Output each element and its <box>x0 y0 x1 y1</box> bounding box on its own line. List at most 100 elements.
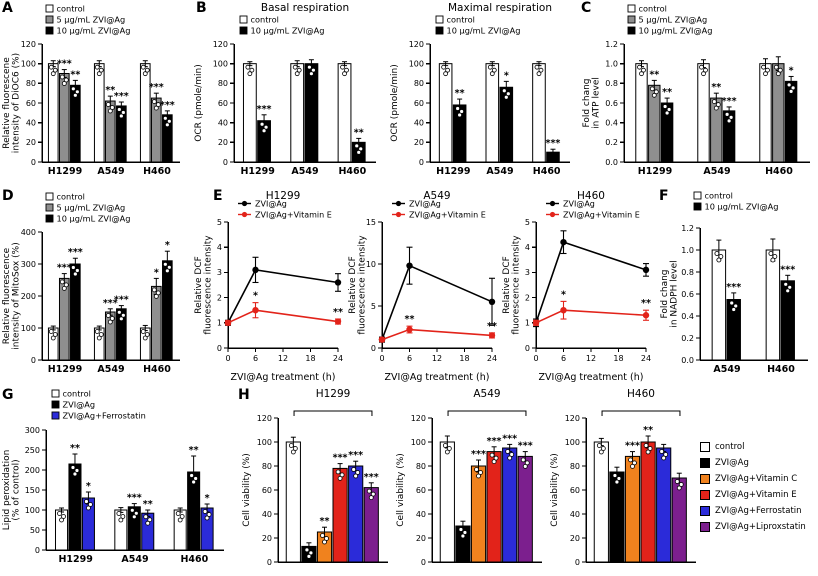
svg-text:fluorescence intensity: fluorescence intensity <box>204 235 214 335</box>
svg-text:0.2: 0.2 <box>605 138 618 147</box>
svg-text:control: control <box>447 15 475 25</box>
svg-text:(% of control): (% of control) <box>12 459 22 520</box>
legend-item-ferrostatin: ZVI@Ag+Ferrostatin <box>700 506 818 516</box>
svg-text:ZVI@Ag: ZVI@Ag <box>255 200 287 209</box>
chart-mitosox-fluorescence: 0 100 200 300 400 Relative fluorescence intens… <box>0 188 186 384</box>
svg-text:20: 20 <box>416 534 426 543</box>
svg-text:**: ** <box>189 445 199 456</box>
svg-text:***: *** <box>114 91 129 102</box>
svg-text:***: *** <box>487 436 502 447</box>
svg-text:ZVI@Ag+Vitamin E: ZVI@Ag+Vitamin E <box>409 211 486 220</box>
svg-text:*: * <box>504 70 509 81</box>
svg-text:A549: A549 <box>703 166 730 177</box>
svg-text:H1299: H1299 <box>436 166 470 177</box>
legend-item-zviag: ZVI@Ag <box>700 458 818 468</box>
svg-text:ZVI@Ag: ZVI@Ag <box>63 400 96 410</box>
svg-text:*: * <box>205 493 210 504</box>
svg-text:3: 3 <box>525 268 530 277</box>
svg-text:24: 24 <box>487 354 497 363</box>
svg-text:5 μg/mL ZVI@Ag: 5 μg/mL ZVI@Ag <box>57 15 126 25</box>
svg-text:0.8: 0.8 <box>681 268 694 277</box>
chart-dcf-h460: 0 1 2 3 4 5 Relative DCF fluorescence intensity… <box>500 188 654 384</box>
svg-text:0: 0 <box>525 344 530 353</box>
legend-item-vitamin-e: ZVI@Ag+Vitamin E <box>700 490 818 500</box>
svg-text:intensity of DiOC6 (%): intensity of DiOC6 (%) <box>12 53 22 153</box>
svg-text:40: 40 <box>414 118 424 127</box>
svg-text:***: *** <box>780 264 795 275</box>
svg-text:Maximal respiration: Maximal respiration <box>448 2 552 14</box>
svg-text:A549: A549 <box>486 166 513 177</box>
svg-text:120: 120 <box>411 414 426 423</box>
svg-text:Relative DCF: Relative DCF <box>194 256 204 314</box>
svg-text:18: 18 <box>305 354 315 363</box>
svg-text:0.0: 0.0 <box>605 158 618 167</box>
svg-text:50: 50 <box>30 526 40 535</box>
svg-text:20: 20 <box>26 138 36 147</box>
svg-text:**: ** <box>320 516 330 527</box>
svg-text:control: control <box>57 4 85 14</box>
svg-text:10 μg/mL ZVI@Ag: 10 μg/mL ZVI@Ag <box>57 214 131 224</box>
svg-text:***: *** <box>471 449 486 460</box>
svg-text:ZVI@Ag+Vitamin E: ZVI@Ag+Vitamin E <box>255 211 332 220</box>
svg-text:100: 100 <box>411 438 426 447</box>
panel-label-f: F <box>659 188 669 204</box>
svg-text:in NADPH level: in NADPH level <box>670 260 680 327</box>
svg-text:40: 40 <box>262 510 272 519</box>
svg-text:0: 0 <box>533 354 538 363</box>
svg-text:A549: A549 <box>473 388 500 400</box>
svg-text:control: control <box>705 191 733 201</box>
svg-text:0: 0 <box>267 558 272 567</box>
svg-text:4: 4 <box>217 243 222 252</box>
svg-text:***: *** <box>57 59 72 70</box>
svg-text:5: 5 <box>371 302 376 311</box>
panel-label-d: D <box>2 188 14 204</box>
svg-text:1.2: 1.2 <box>605 40 618 49</box>
svg-text:OCR (pmole/min): OCR (pmole/min) <box>194 64 204 142</box>
svg-text:12: 12 <box>586 354 596 363</box>
svg-text:120: 120 <box>21 40 36 49</box>
svg-text:ZVI@Ag treatment (h): ZVI@Ag treatment (h) <box>231 372 336 383</box>
svg-text:H460: H460 <box>533 166 561 177</box>
svg-text:120: 120 <box>257 414 272 423</box>
svg-text:**: ** <box>662 87 672 98</box>
svg-text:in ATP level: in ATP level <box>592 77 602 129</box>
svg-text:120: 120 <box>409 40 424 49</box>
svg-text:250: 250 <box>25 446 40 455</box>
svg-text:0: 0 <box>217 344 222 353</box>
svg-text:Lipid peroxidation: Lipid peroxidation <box>2 450 12 531</box>
panel-label-a: A <box>2 0 13 16</box>
svg-text:***: *** <box>726 282 741 293</box>
legend-item-control: control <box>700 442 818 452</box>
legend-swatch <box>700 458 710 468</box>
svg-text:*: * <box>154 267 159 278</box>
svg-text:A549: A549 <box>423 190 450 202</box>
svg-text:150: 150 <box>25 486 40 495</box>
svg-text:1: 1 <box>525 319 530 328</box>
svg-text:H1299: H1299 <box>638 166 672 177</box>
svg-text:control: control <box>57 192 85 202</box>
legend-label: ZVI@Ag+Vitamin C <box>715 474 798 484</box>
svg-text:**: ** <box>70 69 80 80</box>
chart-basal-respiration: 0 20 40 60 80 100 120 OCR (pmole/min) Basal resp… <box>192 0 384 184</box>
svg-text:10 μg/mL ZVI@Ag: 10 μg/mL ZVI@Ag <box>251 26 325 36</box>
svg-text:0: 0 <box>379 354 384 363</box>
svg-text:ZVI@Ag+Ferrostatin: ZVI@Ag+Ferrostatin <box>63 411 146 421</box>
svg-text:A549: A549 <box>97 166 124 177</box>
svg-text:H1299: H1299 <box>266 190 301 202</box>
svg-text:H460: H460 <box>767 364 795 375</box>
svg-text:H1299: H1299 <box>316 388 351 400</box>
svg-text:***: *** <box>127 493 142 504</box>
svg-text:**: ** <box>643 425 653 436</box>
legend-swatch <box>700 506 710 516</box>
chart-viability-h460: 0 20 40 60 80 100 120 Cell viability (%) H460 ***… <box>548 386 702 574</box>
svg-text:1.2: 1.2 <box>681 224 694 233</box>
chart-viability-a549: 0 20 40 60 80 100 120 Cell viability (%) A549 ***… <box>394 386 548 574</box>
svg-text:***: *** <box>518 441 533 452</box>
svg-text:**: ** <box>649 69 659 80</box>
legend-swatch <box>700 442 710 452</box>
svg-text:H1299: H1299 <box>48 166 82 177</box>
svg-text:ZVI@Ag treatment (h): ZVI@Ag treatment (h) <box>539 372 644 383</box>
svg-text:10 μg/mL ZVI@Ag: 10 μg/mL ZVI@Ag <box>447 26 521 36</box>
svg-text:100: 100 <box>565 438 580 447</box>
